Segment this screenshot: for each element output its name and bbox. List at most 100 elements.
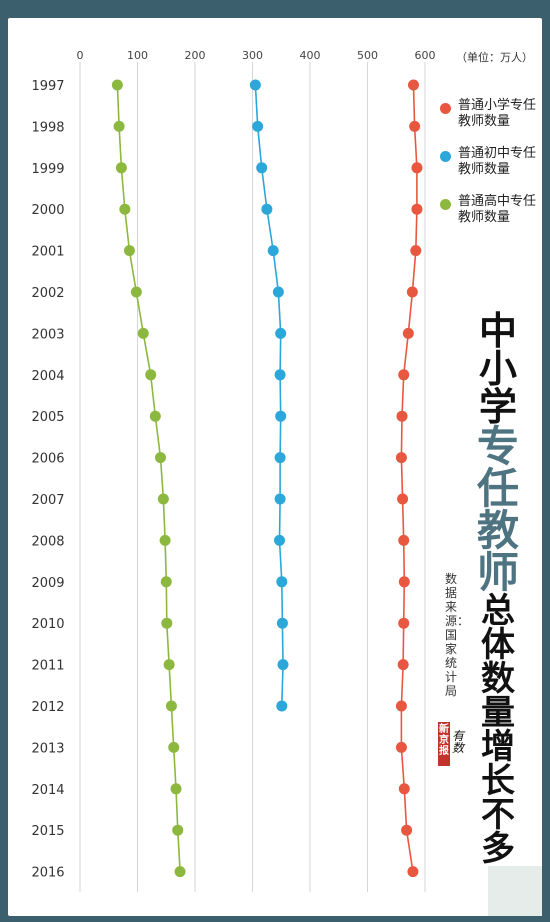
year-label: 2016	[31, 866, 64, 881]
year-label: 2015	[31, 824, 64, 839]
data-point	[165, 700, 177, 712]
data-point	[249, 79, 261, 91]
data-point	[411, 203, 423, 215]
x-tick-label: 600	[415, 49, 436, 62]
data-point	[172, 824, 184, 836]
unit-label: （单位：万人）	[456, 50, 533, 64]
data-point	[130, 286, 142, 298]
legend-label: 普通高中专任教师数量	[458, 194, 537, 225]
logo-mark: 新京报	[438, 722, 450, 766]
data-point	[407, 866, 419, 878]
paper-card	[8, 18, 542, 916]
data-point	[115, 162, 127, 174]
grid-layer	[79, 62, 426, 892]
data-point	[160, 576, 172, 588]
data-point	[406, 286, 418, 298]
data-point	[411, 162, 423, 174]
data-point	[396, 410, 408, 422]
legend-swatch	[440, 103, 451, 114]
data-point	[274, 369, 286, 381]
data-point	[408, 79, 419, 91]
data-point	[276, 617, 288, 629]
data-point	[119, 203, 131, 215]
data-point	[163, 659, 175, 671]
data-point	[398, 783, 410, 795]
data-point	[157, 493, 169, 505]
data-point	[113, 120, 125, 132]
year-label: 2008	[31, 534, 64, 549]
legend-swatch	[440, 151, 451, 162]
series-layer	[111, 79, 423, 878]
data-point	[170, 783, 182, 795]
data-point	[398, 534, 410, 546]
x-tick-label: 500	[357, 49, 378, 62]
data-point	[277, 659, 289, 671]
year-label: 1999	[31, 162, 64, 177]
legend-label: 普通初中专任教师数量	[458, 146, 537, 177]
data-point	[275, 410, 287, 422]
publisher-logo: 新京报 有数	[438, 722, 468, 782]
data-point	[395, 741, 407, 753]
year-label: 2000	[31, 203, 64, 218]
data-point	[409, 120, 421, 132]
data-point	[174, 866, 186, 878]
data-point	[272, 286, 284, 298]
data-point	[397, 659, 409, 671]
data-point	[395, 700, 407, 712]
data-point	[123, 245, 135, 257]
data-point	[137, 327, 149, 339]
legend-item: 普通小学专任教师数量	[440, 98, 544, 130]
x-tick-label: 100	[127, 49, 148, 62]
legend-item: 普通高中专任教师数量	[440, 194, 544, 226]
headline-part1: 中小学	[478, 309, 517, 429]
x-tick-label: 200	[185, 49, 206, 62]
year-label: 2013	[31, 741, 64, 756]
series-line	[400, 84, 418, 872]
data-point	[398, 617, 410, 629]
data-point	[395, 452, 407, 464]
data-point	[398, 369, 410, 381]
year-label: 2012	[31, 700, 64, 715]
year-label: 2002	[31, 286, 64, 301]
data-point	[274, 493, 286, 505]
year-label: 2009	[31, 576, 64, 591]
year-label: 2014	[31, 783, 64, 798]
series-2	[111, 79, 186, 878]
year-labels: 1997 1998 1999 2000 2001 2002 2003 2004 2005 2006…	[31, 79, 64, 881]
year-label: 2003	[31, 327, 64, 342]
data-point	[155, 452, 166, 464]
data-point	[274, 452, 286, 464]
year-label: 2010	[31, 617, 64, 632]
year-label: 1997	[31, 79, 64, 94]
data-point	[276, 576, 288, 588]
x-tick-label: 0	[77, 49, 84, 62]
data-point	[397, 493, 409, 505]
year-label: 2004	[31, 369, 64, 384]
series-line	[116, 84, 181, 872]
year-label: 2001	[31, 245, 64, 260]
data-point	[402, 327, 414, 339]
x-tick-label: 400	[300, 49, 321, 62]
data-point	[161, 617, 173, 629]
data-point	[267, 245, 279, 257]
legend: 普通小学专任教师数量 普通初中专任教师数量 普通高中专任教师数量	[440, 98, 544, 242]
year-label: 2006	[31, 452, 64, 467]
data-point	[256, 162, 268, 174]
year-label: 2011	[31, 659, 64, 674]
legend-label: 普通小学专任教师数量	[458, 98, 537, 129]
data-point	[111, 79, 123, 91]
series-line	[254, 84, 284, 707]
data-point	[149, 410, 161, 422]
headline-part3: 总体数量增长不多	[481, 591, 515, 869]
data-point	[275, 327, 287, 339]
year-label: 1998	[31, 120, 64, 135]
logo-script: 有数	[452, 729, 465, 755]
data-point	[145, 369, 157, 381]
data-point	[168, 741, 180, 753]
year-label: 2005	[31, 410, 64, 425]
data-point	[159, 534, 171, 546]
headline-part2: 专任教师	[476, 422, 519, 597]
data-point	[274, 534, 286, 546]
legend-item: 普通初中专任教师数量	[440, 146, 544, 178]
